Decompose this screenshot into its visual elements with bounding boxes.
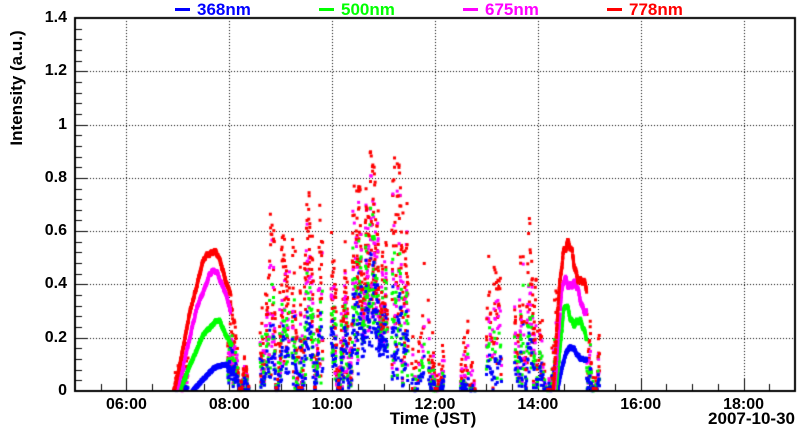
plot-canvas: [0, 0, 800, 434]
intensity-time-chart: 368nm 500nm 675nm 778nm Intensity (a.u.)…: [0, 0, 800, 434]
